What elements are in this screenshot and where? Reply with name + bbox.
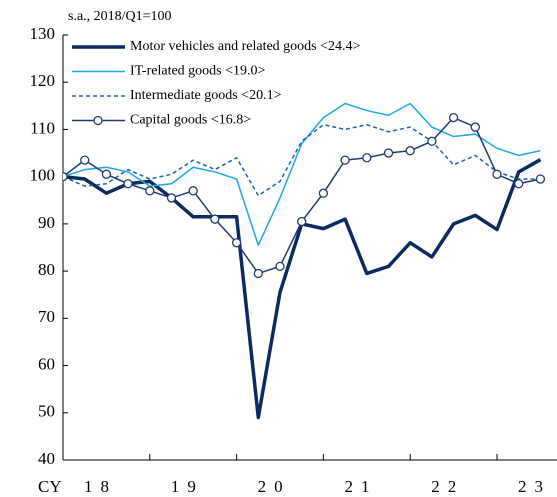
legend-label: IT-related goods <19.0> — [130, 64, 266, 79]
series-marker — [318, 188, 329, 198]
x-tick-label: 18 — [84, 477, 117, 496]
series-marker — [492, 169, 502, 179]
series-marker — [166, 193, 177, 203]
series-marker — [405, 146, 415, 156]
legend-label: Motor vehicles and related goods <24.4> — [130, 39, 361, 54]
y-tick-label: 40 — [38, 449, 55, 468]
y-tick-label: 80 — [38, 260, 55, 279]
series-line — [63, 123, 541, 197]
series-marker — [383, 148, 394, 158]
series-line — [63, 158, 542, 420]
y-tick-label: 60 — [38, 354, 55, 373]
series-marker — [188, 186, 198, 196]
series-marker — [253, 268, 263, 279]
series-marker — [231, 238, 242, 248]
series-line — [63, 102, 541, 246]
legend-label: Intermediate goods <20.1> — [130, 88, 282, 103]
y-tick-label: 90 — [38, 213, 55, 232]
series-marker — [145, 186, 155, 196]
series-marker — [448, 112, 459, 123]
x-tick-label: 23 — [518, 477, 551, 496]
series-marker — [362, 153, 372, 163]
x-tick-label: 22 — [431, 477, 464, 496]
series-marker — [123, 179, 133, 189]
chart-subtitle: s.a., 2018/Q1=100 — [68, 9, 172, 24]
y-tick-label: 50 — [38, 402, 55, 421]
y-tick-label: 130 — [30, 24, 56, 43]
series-marker — [470, 122, 480, 132]
series-marker — [80, 155, 90, 165]
series-marker — [514, 179, 524, 189]
y-tick-label: 70 — [38, 307, 55, 326]
x-tick-label: 21 — [344, 477, 377, 496]
x-tick-label: 20 — [258, 477, 291, 496]
series-marker — [210, 214, 220, 224]
x-axis-label: CY — [38, 477, 62, 496]
series-marker — [340, 155, 350, 165]
legend-marker — [93, 115, 103, 126]
series-line — [63, 116, 541, 275]
series-marker — [101, 169, 112, 179]
x-tick-label: 19 — [171, 477, 204, 496]
series-marker — [63, 172, 68, 182]
y-tick-label: 120 — [30, 71, 56, 90]
y-tick-label: 100 — [30, 166, 56, 185]
legend-label: Capital goods <16.8> — [130, 113, 251, 128]
series-marker — [275, 261, 285, 272]
series-marker — [535, 174, 546, 184]
series-marker — [297, 216, 307, 227]
plot-area — [63, 102, 546, 420]
series-marker — [427, 136, 437, 146]
y-tick-label: 110 — [30, 118, 55, 137]
